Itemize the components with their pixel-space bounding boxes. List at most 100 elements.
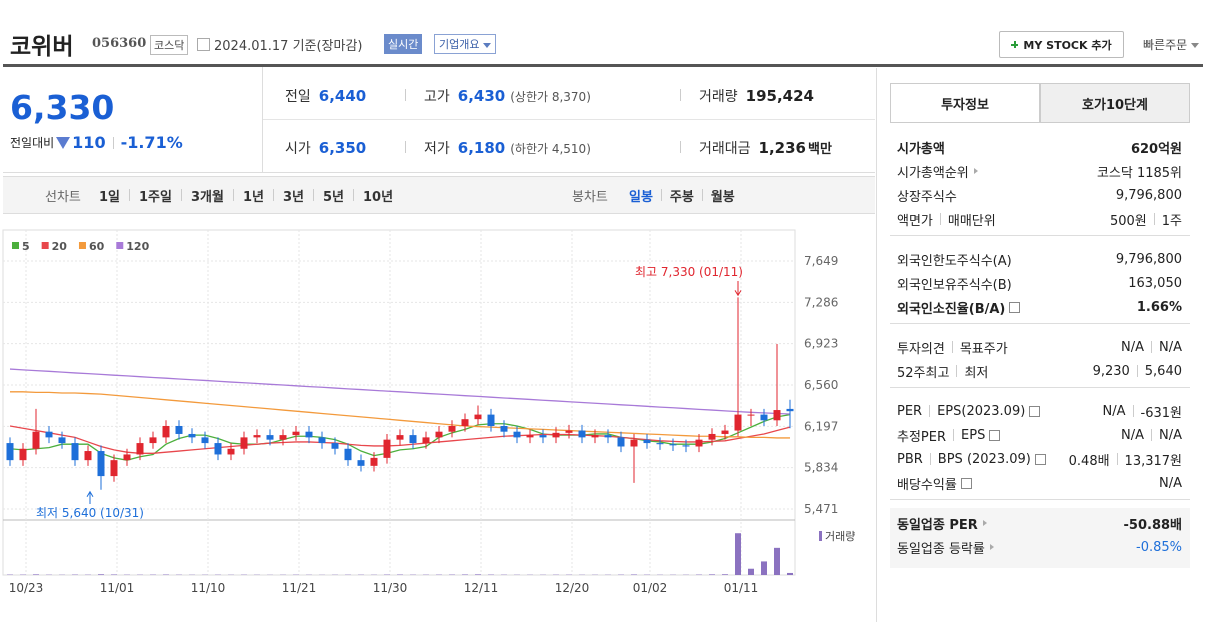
- legend-label: 5: [22, 240, 30, 253]
- value-part: -0.85%: [1136, 539, 1182, 555]
- tab[interactable]: 투자정보: [890, 83, 1040, 123]
- info-row: 배당수익률 N/A: [897, 473, 1182, 493]
- candle-body: [695, 439, 703, 447]
- candle-body: [240, 437, 248, 449]
- value-part: 163,050: [1128, 275, 1182, 291]
- volume-bar: [709, 574, 715, 575]
- info-value: N/A: [1159, 476, 1182, 491]
- period-option[interactable]: 1년: [242, 190, 264, 205]
- y-tick-label: 5,471: [804, 502, 838, 516]
- summary-unit: 백만: [807, 142, 832, 157]
- candle-body: [786, 408, 794, 412]
- period-option[interactable]: 1일: [99, 190, 121, 205]
- candle-body: [448, 425, 456, 432]
- x-tick-label: 01/11: [724, 581, 759, 595]
- mystock-button[interactable]: MY STOCK 추가: [999, 31, 1124, 58]
- period-option[interactable]: 일봉: [629, 190, 653, 205]
- divider: [953, 429, 955, 441]
- candle-body: [669, 444, 677, 446]
- candle-body: [721, 430, 729, 434]
- candle-body: [734, 414, 742, 431]
- info-label: 외국인한도주식수(A): [897, 250, 1012, 269]
- candle-body: [708, 433, 716, 440]
- candle-body: [32, 431, 40, 449]
- value-part: 코스닥 1185위: [1096, 165, 1182, 181]
- candle-body: [617, 437, 625, 447]
- row-divider: [263, 119, 875, 120]
- period-option[interactable]: 5년: [322, 190, 344, 205]
- info-row: 외국인보유주식수(B) 163,050: [897, 273, 1182, 293]
- info-label: 외국인소진율(B/A): [897, 298, 1021, 317]
- summary-label: 전일: [285, 89, 311, 105]
- candle-body: [487, 414, 495, 426]
- realtime-badge[interactable]: 실시간: [384, 34, 423, 54]
- info-label: 시가총액: [897, 138, 945, 157]
- value-part: 0.48배: [1068, 453, 1110, 469]
- volume-bar: [33, 574, 39, 575]
- help-icon: [1009, 301, 1021, 313]
- info-label: 시가총액순위: [897, 162, 978, 181]
- high-annotation: 최고 7,330 (01/11): [635, 265, 743, 279]
- value-part: N/A: [1159, 339, 1182, 355]
- candle-body: [435, 431, 443, 438]
- y-tick-label: 5,834: [804, 461, 838, 475]
- period-option[interactable]: 1주일: [139, 190, 172, 205]
- summary-label: 거래량: [699, 89, 738, 105]
- tab[interactable]: 호가10단계: [1040, 83, 1190, 123]
- quick-order[interactable]: 빠른주문: [1143, 36, 1200, 53]
- info-value: 9,796,800: [1116, 252, 1182, 267]
- candle-body: [162, 425, 170, 438]
- high-arrowhead: [734, 290, 742, 297]
- divider: [680, 141, 681, 153]
- period-option[interactable]: 10년: [363, 190, 394, 205]
- period-option[interactable]: 3개월: [190, 190, 224, 205]
- summary-label: 고가: [424, 89, 450, 105]
- x-tick-label: 10/23: [9, 581, 44, 595]
- info-label: PBR BPS (2023.09): [897, 452, 1046, 467]
- section-divider: [890, 235, 1190, 236]
- moving-average: [10, 391, 790, 439]
- info-value: -50.88배: [1124, 514, 1182, 533]
- divider: [405, 89, 406, 101]
- divider: [1151, 341, 1152, 353]
- period-option[interactable]: 3년: [282, 190, 304, 205]
- candle-body: [396, 435, 404, 440]
- volume-bar: [761, 561, 767, 575]
- candle-body: [123, 454, 131, 461]
- candle-body: [422, 437, 430, 444]
- info-label: 배당수익률: [897, 474, 972, 493]
- value-part: 9,796,800: [1115, 251, 1182, 267]
- candle-body: [526, 435, 534, 438]
- y-tick-label: 6,923: [804, 337, 838, 351]
- info-row: 투자의견 목표주가 N/A N/A: [897, 337, 1182, 357]
- candle-body: [175, 425, 183, 434]
- candle-body: [383, 439, 391, 458]
- legend-label: 20: [52, 240, 68, 253]
- divider: [1153, 213, 1155, 225]
- label-part: 시가총액순위: [897, 165, 969, 181]
- candle-body: [630, 439, 638, 447]
- section-bg: [890, 508, 1190, 568]
- period-option[interactable]: 주봉: [669, 190, 694, 205]
- summary-extra: (상한가 8,370): [510, 90, 591, 104]
- info-row: 동일업종 PER -50.88배: [897, 513, 1182, 533]
- volume-bar: [111, 574, 117, 575]
- candle-body: [110, 460, 118, 477]
- summary-value: 6,440: [318, 87, 367, 105]
- volume-bar: [475, 574, 481, 575]
- company-info[interactable]: 기업개요: [434, 34, 497, 54]
- stock-code: 056360: [92, 36, 147, 51]
- period-option[interactable]: 월봉: [710, 190, 735, 205]
- info-value: 0.48배 13,317원: [1069, 450, 1182, 469]
- low-arrowhead: [86, 490, 94, 498]
- label-part: 상장주식수: [897, 189, 957, 205]
- info-row: PBR BPS (2023.09) 0.48배 13,317원: [897, 449, 1182, 469]
- help-icon: [960, 477, 972, 489]
- candle-body: [552, 432, 560, 438]
- value-part: 9,230: [1092, 363, 1130, 379]
- x-tick-label: 11/21: [282, 581, 317, 595]
- y-tick-label: 7,286: [804, 295, 838, 309]
- candle-body: [279, 435, 287, 440]
- divider: [1136, 365, 1138, 377]
